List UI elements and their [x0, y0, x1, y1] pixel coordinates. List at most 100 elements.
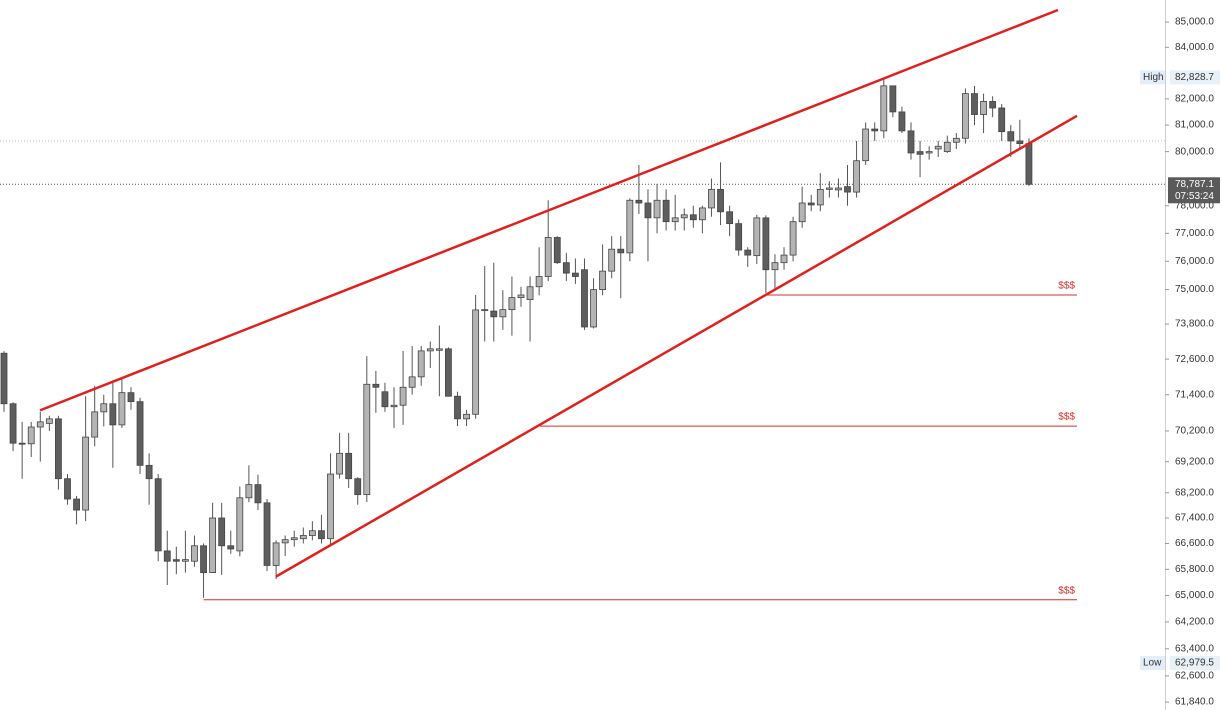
candle-body	[463, 413, 470, 420]
candle-body	[626, 199, 634, 254]
candle-body	[807, 202, 815, 206]
candle-body	[952, 137, 960, 143]
candle-body	[780, 254, 788, 264]
y-tick-label: 80,000.0	[1175, 146, 1214, 157]
low-tag-bg	[1140, 656, 1165, 671]
candle-body	[553, 237, 561, 264]
candle-body	[844, 186, 851, 193]
candle-body	[118, 392, 126, 426]
candle-body	[762, 217, 770, 271]
candle-body	[27, 426, 35, 445]
candle-body	[517, 294, 525, 298]
y-tick-label: 62,600.0	[1175, 671, 1214, 682]
y-tick-label: 69,200.0	[1175, 456, 1214, 467]
candle-body	[472, 309, 480, 415]
countdown: 07:53:24	[1175, 191, 1214, 202]
candle-body	[671, 217, 679, 223]
candle-body	[445, 348, 452, 397]
y-tick-label: 78,000.0	[1175, 200, 1214, 211]
y-tick-label: 64,200.0	[1175, 617, 1214, 628]
high-price-label: 82,828.7	[1175, 72, 1214, 83]
candle-body	[381, 391, 389, 408]
candle-body	[943, 141, 951, 153]
candle-body	[889, 85, 897, 113]
candle-body	[508, 297, 516, 311]
candle-body	[55, 418, 62, 480]
candle-body	[100, 403, 108, 413]
candle-body	[481, 309, 489, 312]
candle-body	[154, 478, 162, 552]
level-label: $$$	[1058, 585, 1075, 596]
candle-body	[925, 151, 933, 154]
candle-body	[163, 550, 171, 562]
candle-body	[853, 160, 860, 193]
y-tick-label: 75,000.0	[1175, 284, 1214, 295]
candle-body	[590, 289, 597, 328]
candle-body	[934, 145, 942, 150]
candle-body	[753, 217, 761, 257]
candle-body	[435, 348, 443, 351]
candle-body	[127, 392, 135, 403]
trend-line	[39, 8, 1059, 412]
low-tag-label: Low	[1143, 658, 1162, 669]
candle-body	[998, 107, 1006, 133]
candle-body	[136, 401, 144, 466]
candle-body	[227, 545, 235, 550]
candle-body	[680, 214, 688, 219]
level-label: $$$	[1058, 412, 1075, 423]
candle-body	[308, 530, 316, 536]
candle-body	[599, 270, 607, 290]
candle-body	[735, 223, 743, 251]
candle-body	[408, 376, 416, 388]
candle-body	[898, 111, 906, 132]
candle-body	[717, 188, 724, 213]
candle-body	[971, 93, 978, 115]
candle-body	[245, 484, 253, 499]
high-tag-label: High	[1143, 72, 1164, 83]
candle-body	[835, 187, 842, 191]
y-tick-label: 63,400.0	[1175, 643, 1214, 654]
y-tick-label: 61,840.0	[1175, 697, 1214, 708]
candle-body	[327, 473, 334, 540]
y-tick-label: 76,000.0	[1175, 256, 1214, 267]
candle-body	[726, 211, 733, 225]
candle-body	[36, 421, 44, 428]
candle-body	[980, 101, 987, 115]
candle-body	[744, 249, 752, 256]
trend-line	[275, 114, 1078, 578]
candle-body	[916, 151, 924, 155]
candle-body	[653, 199, 661, 219]
candle-body	[372, 383, 380, 388]
candle-body	[907, 130, 915, 154]
candle-body	[399, 386, 407, 406]
low-price-label: 62,979.5	[1175, 658, 1214, 669]
y-tick-label: 82,000.0	[1175, 93, 1214, 104]
y-tick-label: 67,400.0	[1175, 513, 1214, 524]
candle-body	[1025, 143, 1033, 185]
candle-body	[581, 269, 588, 328]
y-tick-label: 65,800.0	[1175, 564, 1214, 575]
candle-body	[572, 272, 579, 277]
candle-body	[109, 403, 117, 426]
candle-body	[608, 248, 616, 272]
candle-body	[989, 101, 997, 109]
high-tag-bg	[1140, 70, 1165, 85]
candle-body	[345, 452, 353, 480]
y-tick-label: 66,600.0	[1175, 538, 1214, 549]
candle-body	[82, 436, 90, 511]
candle-body	[490, 310, 498, 318]
candle-body	[18, 442, 26, 445]
candle-body	[318, 530, 325, 540]
y-tick-label: 71,400.0	[1175, 389, 1214, 400]
candle-body	[535, 276, 543, 288]
candle-body	[789, 221, 797, 256]
candle-body	[662, 199, 670, 223]
candle-body	[880, 85, 888, 132]
candle-body	[299, 535, 307, 540]
candle-body	[871, 128, 879, 132]
candle-body	[771, 262, 779, 271]
candle-body	[698, 207, 706, 221]
candle-body	[689, 214, 697, 221]
